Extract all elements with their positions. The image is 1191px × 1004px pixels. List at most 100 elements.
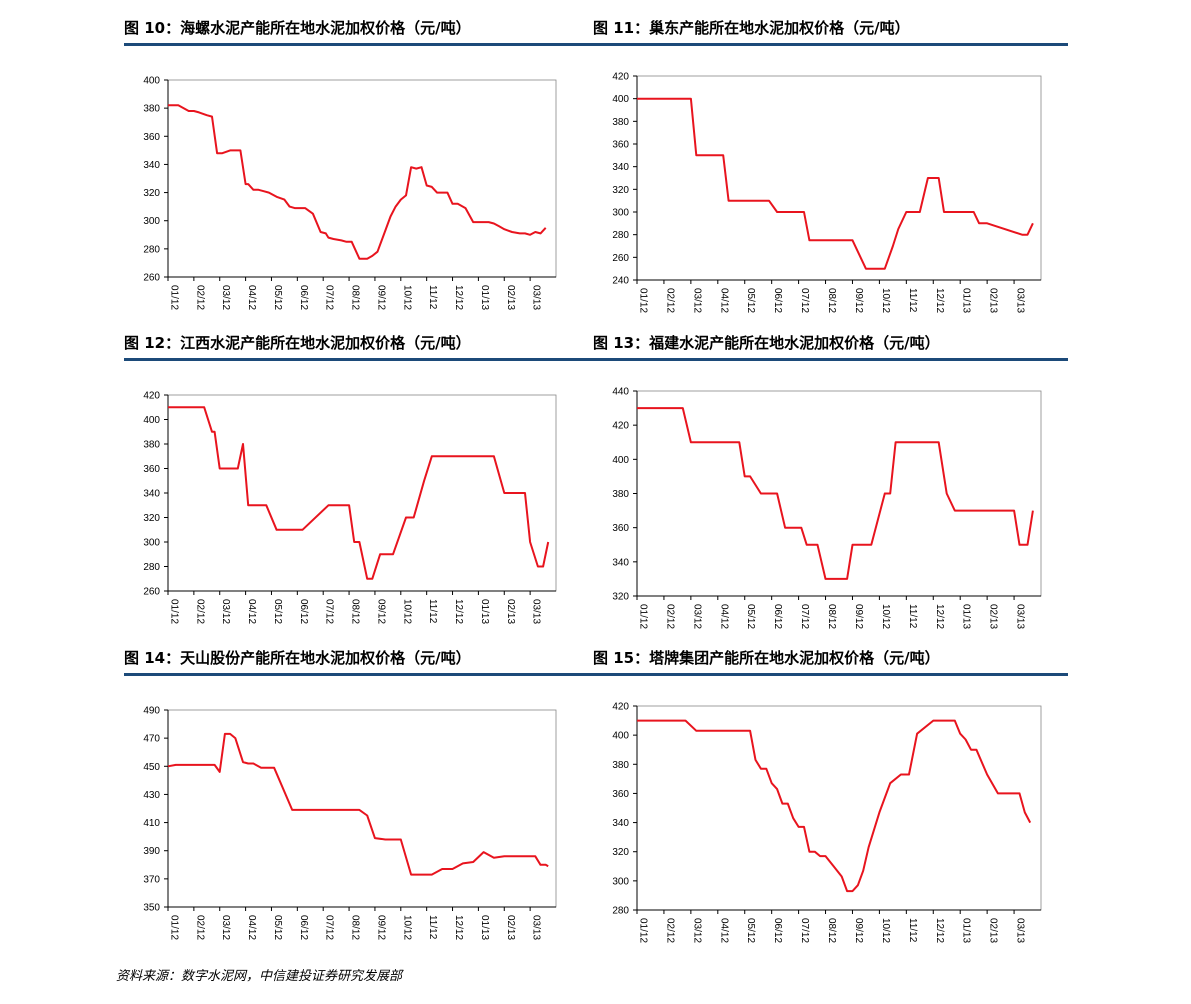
x-tick-label: 11/12 xyxy=(907,918,918,943)
y-tick-label: 490 xyxy=(143,706,160,717)
x-tick-label: 01/12 xyxy=(169,599,180,624)
y-tick-label: 280 xyxy=(143,244,160,255)
x-tick-label: 08/12 xyxy=(826,918,837,943)
y-tick-label: 380 xyxy=(143,440,160,451)
title-rule xyxy=(593,358,1068,361)
y-tick-label: 300 xyxy=(143,216,160,227)
x-tick-label: 02/12 xyxy=(194,915,205,940)
y-tick-label: 320 xyxy=(143,188,160,199)
x-tick-label: 04/12 xyxy=(246,285,257,310)
y-tick-label: 340 xyxy=(612,818,629,829)
y-tick-label: 420 xyxy=(612,72,629,83)
x-tick-label: 09/12 xyxy=(853,288,864,313)
x-tick-label: 09/12 xyxy=(375,285,386,310)
x-tick-label: 03/12 xyxy=(220,285,231,310)
x-tick-label: 08/12 xyxy=(350,285,361,310)
x-tick-label: 03/13 xyxy=(1015,288,1026,313)
chart-title: 图 15：塔牌集团产能所在地水泥加权价格（元/吨） xyxy=(593,649,940,667)
chart-title: 图 12：江西水泥产能所在地水泥加权价格（元/吨） xyxy=(124,334,471,352)
title-rule xyxy=(593,673,1068,676)
y-tick-label: 320 xyxy=(612,185,629,196)
x-tick-label: 01/13 xyxy=(479,285,490,310)
x-tick-label: 03/12 xyxy=(220,915,231,940)
price-series-line xyxy=(637,97,1034,270)
x-tick-label: 03/13 xyxy=(1015,604,1026,629)
y-tick-label: 360 xyxy=(143,464,160,475)
x-tick-label: 01/13 xyxy=(479,915,490,940)
y-tick-label: 320 xyxy=(612,592,629,603)
x-tick-label: 01/13 xyxy=(961,918,972,943)
y-tick-label: 260 xyxy=(143,587,160,598)
x-tick-label: 06/12 xyxy=(772,918,783,943)
y-tick-label: 340 xyxy=(143,489,160,500)
x-tick-label: 10/12 xyxy=(880,604,891,629)
x-tick-label: 12/12 xyxy=(934,288,945,313)
y-tick-label: 280 xyxy=(612,906,629,917)
x-tick-label: 06/12 xyxy=(772,604,783,629)
x-tick-label: 05/12 xyxy=(745,918,756,943)
x-tick-label: 10/12 xyxy=(401,285,412,310)
x-tick-label: 08/12 xyxy=(350,599,361,624)
x-tick-label: 08/12 xyxy=(826,604,837,629)
x-tick-label: 09/12 xyxy=(375,915,386,940)
y-tick-label: 260 xyxy=(143,273,160,284)
y-tick-label: 360 xyxy=(612,523,629,534)
line-chart: 240 260 280 300 320 340 360 380 400 420 01/12 02/12… xyxy=(612,72,1042,313)
chart-title: 图 10：海螺水泥产能所在地水泥加权价格（元/吨） xyxy=(124,19,471,37)
y-tick-label: 260 xyxy=(612,253,629,264)
y-tick-label: 470 xyxy=(143,734,160,745)
x-tick-label: 11/12 xyxy=(907,604,918,629)
x-tick-label: 04/12 xyxy=(718,288,729,313)
price-series-line xyxy=(168,104,547,260)
x-tick-label: 04/12 xyxy=(718,604,729,629)
x-tick-label: 03/13 xyxy=(1015,918,1026,943)
x-tick-label: 05/12 xyxy=(745,604,756,629)
x-tick-label: 09/12 xyxy=(853,918,864,943)
x-tick-label: 02/13 xyxy=(988,918,999,943)
y-tick-label: 400 xyxy=(612,94,629,105)
x-tick-label: 05/12 xyxy=(272,915,283,940)
x-tick-label: 01/13 xyxy=(961,604,972,629)
x-tick-label: 03/13 xyxy=(531,285,542,310)
x-tick-label: 11/12 xyxy=(907,288,918,313)
x-tick-label: 12/12 xyxy=(453,915,464,940)
x-tick-label: 02/12 xyxy=(194,285,205,310)
y-tick-label: 420 xyxy=(143,391,160,402)
y-tick-label: 420 xyxy=(612,421,629,432)
y-tick-label: 360 xyxy=(143,132,160,143)
x-tick-label: 07/12 xyxy=(799,918,810,943)
x-tick-label: 11/12 xyxy=(427,599,438,624)
y-tick-label: 240 xyxy=(612,276,629,287)
x-tick-label: 07/12 xyxy=(799,604,810,629)
x-tick-label: 02/13 xyxy=(505,599,516,624)
y-tick-label: 300 xyxy=(612,876,629,887)
x-tick-label: 01/13 xyxy=(479,599,490,624)
y-tick-label: 300 xyxy=(612,208,629,219)
x-tick-label: 05/12 xyxy=(272,599,283,624)
y-tick-label: 450 xyxy=(143,762,160,773)
y-tick-label: 280 xyxy=(612,230,629,241)
line-chart: 350 370 390 410 430 450 470 490 01/12 02/12 03/12 0… xyxy=(143,706,557,940)
line-chart: 320 340 360 380 400 420 440 01/12 02/12 03/12 04/1… xyxy=(612,387,1042,629)
source-note: 资料来源：数字水泥网，中信建投证券研究发展部 xyxy=(116,969,403,984)
y-tick-label: 340 xyxy=(612,557,629,568)
x-tick-label: 06/12 xyxy=(298,915,309,940)
y-tick-label: 380 xyxy=(612,760,629,771)
y-tick-label: 320 xyxy=(143,513,160,524)
plot-frame xyxy=(167,709,557,908)
y-tick-label: 370 xyxy=(143,874,160,885)
x-tick-label: 02/13 xyxy=(988,288,999,313)
x-tick-label: 12/12 xyxy=(934,604,945,629)
plot-frame xyxy=(636,75,1042,281)
price-series-line xyxy=(168,406,550,580)
x-tick-label: 01/12 xyxy=(169,915,180,940)
x-tick-label: 05/12 xyxy=(745,288,756,313)
y-tick-label: 280 xyxy=(143,562,160,573)
x-tick-label: 03/12 xyxy=(691,604,702,629)
x-tick-label: 03/12 xyxy=(691,918,702,943)
title-rule xyxy=(593,43,1068,46)
chart-title: 图 13：福建水泥产能所在地水泥加权价格（元/吨） xyxy=(593,334,940,352)
x-tick-label: 01/12 xyxy=(638,918,649,943)
x-tick-label: 06/12 xyxy=(298,285,309,310)
plot-frame xyxy=(636,390,1042,597)
